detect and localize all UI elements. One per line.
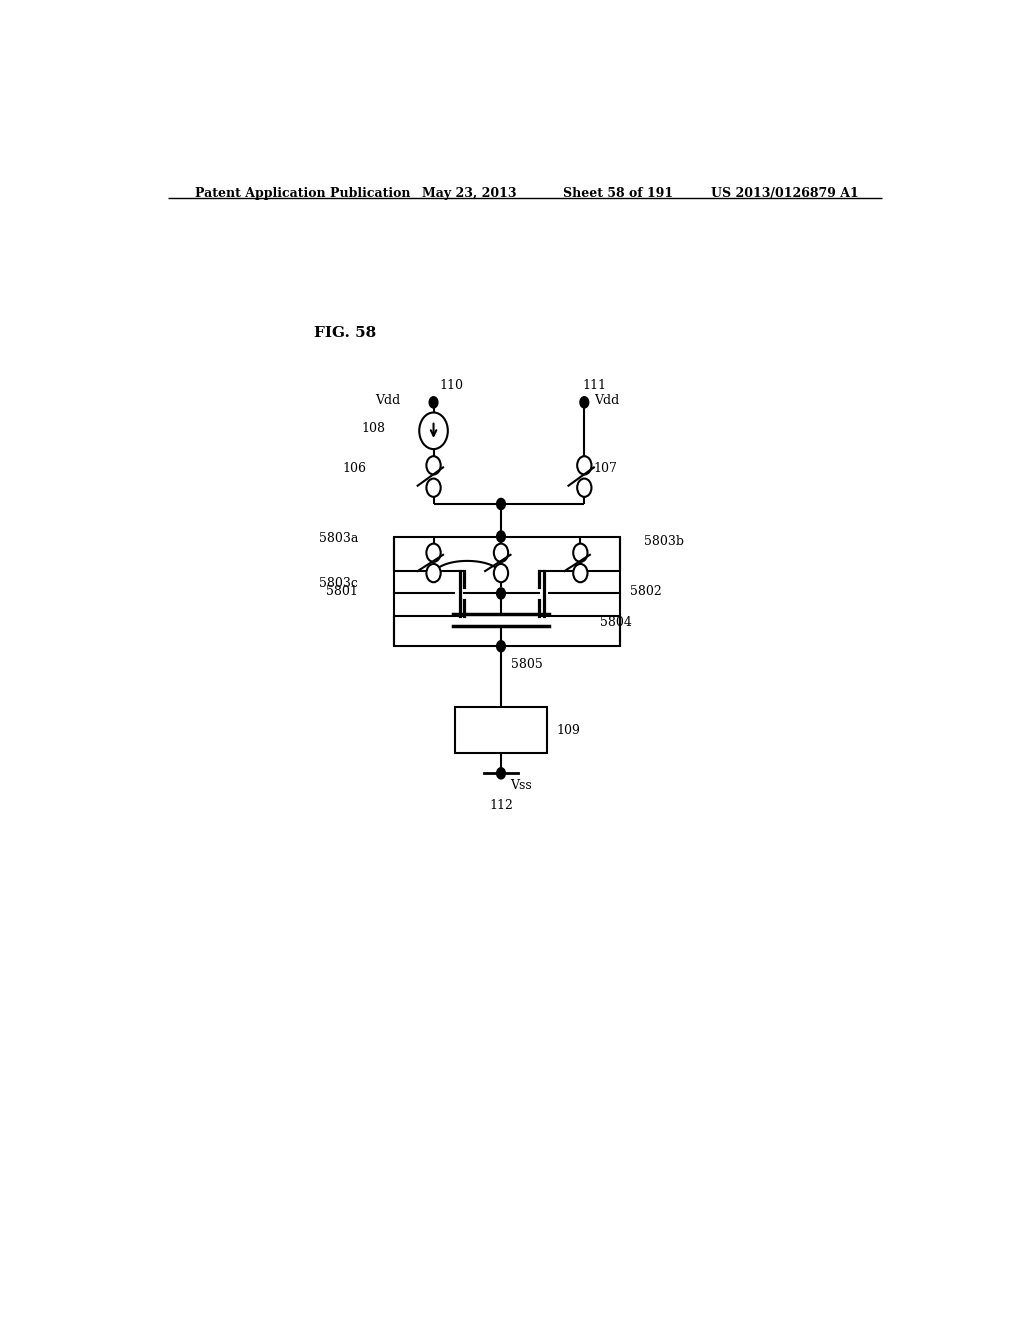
Text: 106: 106 (342, 462, 367, 475)
Text: Sheet 58 of 191: Sheet 58 of 191 (563, 187, 673, 201)
Circle shape (426, 479, 440, 496)
Bar (394, 536, 621, 647)
Text: 5803c: 5803c (319, 577, 358, 590)
Text: 5805: 5805 (511, 659, 543, 671)
Text: May 23, 2013: May 23, 2013 (422, 187, 516, 201)
Text: 107: 107 (594, 462, 617, 475)
Circle shape (426, 457, 440, 474)
Circle shape (426, 564, 440, 582)
Circle shape (580, 397, 589, 408)
Text: 109: 109 (557, 723, 581, 737)
Bar (455, 708, 547, 752)
Text: 5803b: 5803b (644, 535, 684, 548)
Text: 5804: 5804 (600, 616, 632, 630)
Text: 112: 112 (489, 799, 513, 812)
Text: Patent Application Publication: Patent Application Publication (196, 187, 411, 201)
Text: FIG. 58: FIG. 58 (314, 326, 377, 341)
Circle shape (494, 564, 508, 582)
Circle shape (497, 768, 506, 779)
Text: 110: 110 (440, 379, 464, 392)
Text: Vdd: Vdd (375, 393, 400, 407)
Text: Vss: Vss (511, 779, 532, 792)
Text: 5802: 5802 (630, 585, 662, 598)
Circle shape (573, 544, 588, 562)
Circle shape (497, 531, 506, 543)
Text: 5803a: 5803a (318, 532, 358, 545)
Circle shape (426, 544, 440, 562)
Circle shape (419, 412, 447, 449)
Text: Vdd: Vdd (594, 393, 620, 407)
Circle shape (497, 587, 506, 599)
Circle shape (573, 564, 588, 582)
Circle shape (578, 479, 592, 496)
Text: 111: 111 (583, 379, 607, 392)
Circle shape (497, 640, 506, 652)
Circle shape (429, 397, 438, 408)
Circle shape (494, 544, 508, 562)
Text: US 2013/0126879 A1: US 2013/0126879 A1 (712, 187, 859, 201)
Circle shape (497, 499, 506, 510)
Circle shape (578, 457, 592, 474)
Text: 5801: 5801 (327, 585, 358, 598)
Text: 108: 108 (361, 422, 386, 436)
